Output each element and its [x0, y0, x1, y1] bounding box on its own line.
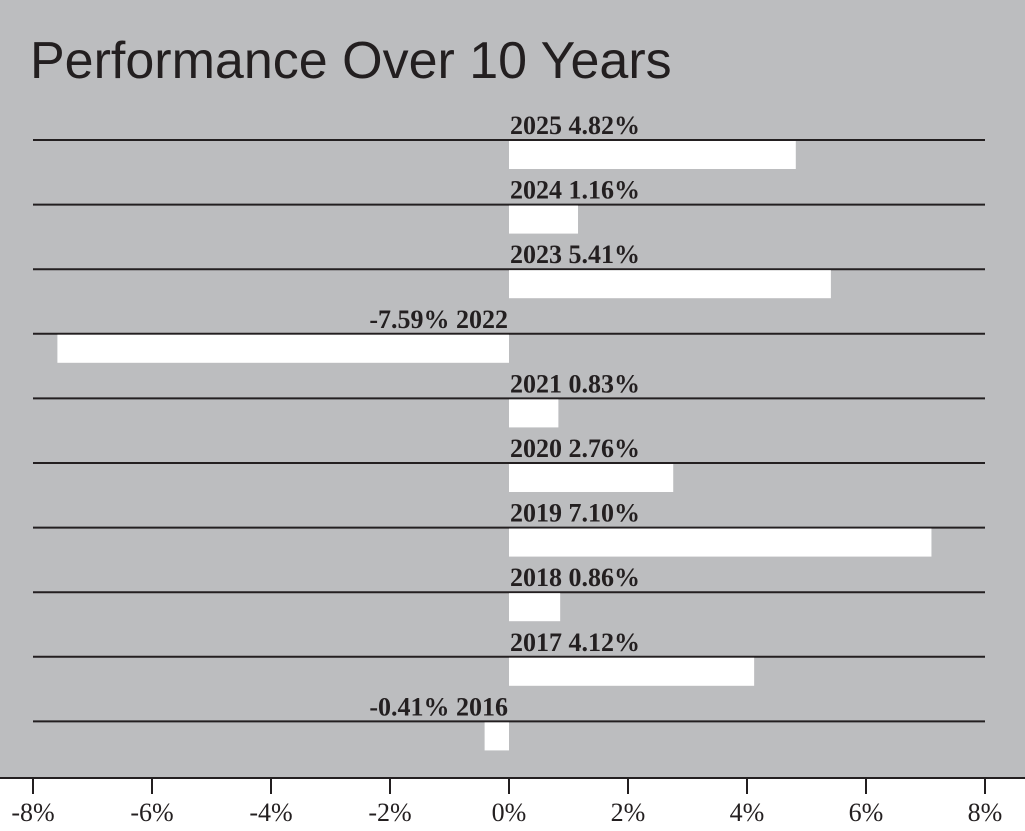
- bar-row: 2023 5.41%: [33, 240, 985, 299]
- bar: [509, 141, 796, 169]
- category-label: 2025: [510, 111, 562, 140]
- data-label: 2.76%: [569, 434, 641, 463]
- bar-row: 2025 4.82%: [33, 111, 985, 169]
- bar-label: 2019 7.10%: [510, 499, 640, 528]
- data-label: 0.83%: [569, 369, 641, 398]
- category-label: 2024: [510, 176, 562, 205]
- bar-label: 2025 4.82%: [510, 111, 640, 140]
- x-axis: -8% -6% -4% -2% 0% 2% 4% 6% 8%: [0, 777, 1025, 827]
- data-label: 5.41%: [569, 240, 641, 269]
- bar-label: 2017 4.12%: [510, 628, 640, 657]
- category-label: 2016: [456, 692, 508, 721]
- x-tick-label: 4%: [730, 798, 765, 827]
- bar: [509, 270, 831, 299]
- bar: [509, 657, 755, 686]
- x-tick-label: 8%: [968, 798, 1003, 827]
- bar: [509, 593, 561, 622]
- bar-rows: 2025 4.82% 2024 1.16% 2023 5.41% -7.59% 202…: [33, 111, 985, 751]
- x-tick-label: -2%: [368, 798, 411, 827]
- bar-label: 2024 1.16%: [510, 176, 640, 205]
- bar-row: 2024 1.16%: [33, 176, 985, 234]
- category-label: 2022: [456, 305, 508, 334]
- bar: [509, 528, 932, 557]
- bar-row: 2018 0.86%: [33, 563, 985, 622]
- bar-label: 2020 2.76%: [510, 434, 640, 463]
- data-label: 1.16%: [569, 176, 641, 205]
- x-tick-label: 2%: [611, 798, 646, 827]
- bar-row: 2020 2.76%: [33, 434, 985, 492]
- x-tick-label: -4%: [249, 798, 292, 827]
- bar-row: 2017 4.12%: [33, 628, 985, 686]
- category-label: 2018: [510, 563, 562, 592]
- data-label: 4.12%: [569, 628, 641, 657]
- data-label: 4.82%: [569, 111, 641, 140]
- bar-label: -0.41% 2016: [369, 692, 508, 721]
- bar: [509, 399, 559, 428]
- category-label: 2020: [510, 434, 562, 463]
- bar-label: -7.59% 2022: [369, 305, 508, 334]
- x-tick-label: -8%: [11, 798, 54, 827]
- category-label: 2023: [510, 240, 562, 269]
- category-label: 2017: [510, 628, 562, 657]
- bar-row: -0.41% 2016: [33, 692, 985, 751]
- category-label: 2019: [510, 499, 562, 528]
- x-tick-label: 0%: [492, 798, 527, 827]
- bar-row: 2021 0.83%: [33, 369, 985, 428]
- x-tick-label: 6%: [849, 798, 884, 827]
- bar-label: 2018 0.86%: [510, 563, 640, 592]
- bar: [509, 464, 674, 492]
- data-label: -7.59%: [369, 305, 449, 334]
- x-tick-label: -6%: [130, 798, 173, 827]
- bar: [57, 334, 510, 363]
- bar: [509, 205, 579, 234]
- chart-title: Performance Over 10 Years: [30, 32, 672, 90]
- data-label: 7.10%: [569, 499, 641, 528]
- bar-row: 2019 7.10%: [33, 499, 985, 557]
- data-label: 0.86%: [569, 563, 641, 592]
- bar: [484, 722, 509, 751]
- data-label: -0.41%: [369, 692, 449, 721]
- plot-background: [0, 0, 1025, 778]
- bar-label: 2023 5.41%: [510, 240, 640, 269]
- bar-label: 2021 0.83%: [510, 369, 640, 398]
- bar-row: -7.59% 2022: [33, 305, 985, 363]
- category-label: 2021: [510, 369, 562, 398]
